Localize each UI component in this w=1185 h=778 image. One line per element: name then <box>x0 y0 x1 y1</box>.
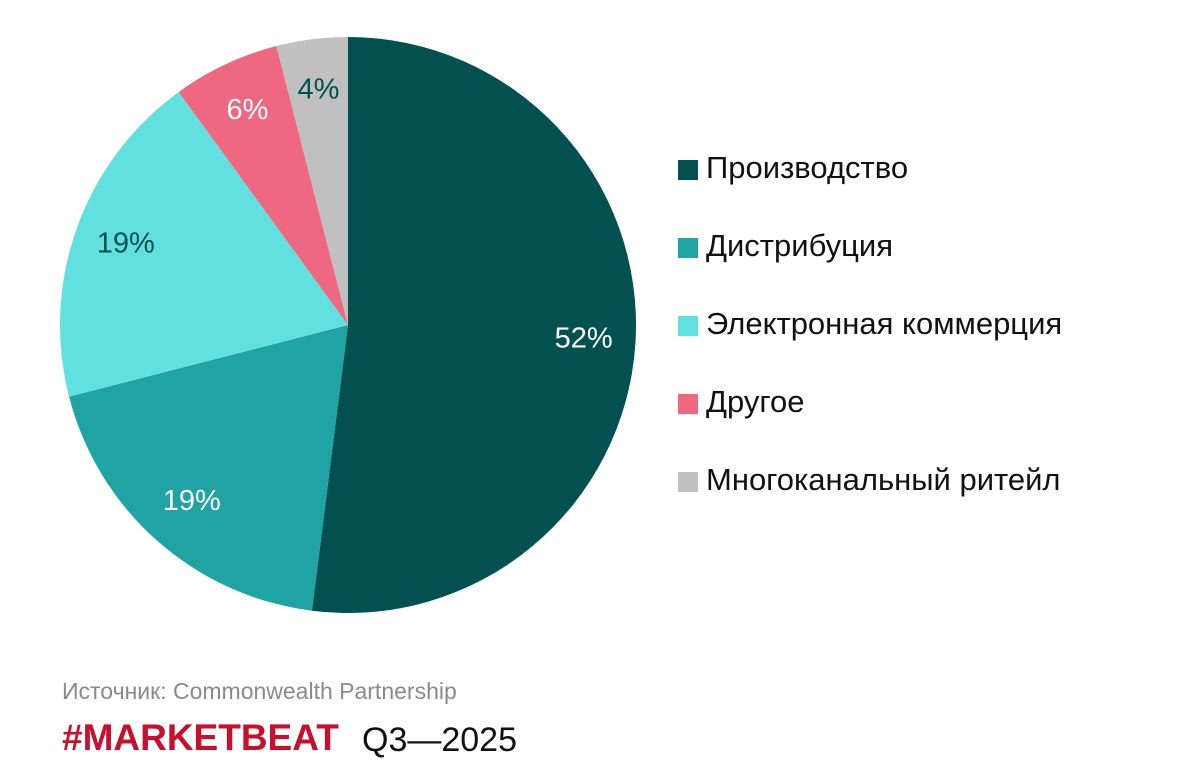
legend-label: Производство <box>706 150 908 185</box>
data-label: 19% <box>163 485 221 517</box>
legend-label: Дистрибуция <box>706 228 893 263</box>
legend-swatch <box>678 238 698 258</box>
legend-swatch <box>678 472 698 492</box>
data-label: 6% <box>226 94 268 126</box>
legend-swatch <box>678 394 698 414</box>
pie-slice <box>69 325 349 611</box>
legend-label: Другое <box>706 384 805 419</box>
pie-slice <box>276 37 348 325</box>
period: Q3—2025 <box>362 721 517 759</box>
legend-swatch <box>678 160 698 180</box>
pie-slice <box>178 46 348 326</box>
brand: #MARKETBEAT <box>62 717 339 758</box>
source-note: Источник: Commonwealth Partnership <box>62 678 457 704</box>
data-label: 19% <box>97 228 155 260</box>
pie-slice <box>311 37 636 613</box>
legend-swatch <box>678 316 698 336</box>
data-label: 52% <box>555 322 613 354</box>
legend-label: Электронная коммерция <box>706 306 1062 341</box>
data-label: 4% <box>297 73 339 105</box>
legend-label: Многоканальный ритейл <box>706 462 1061 497</box>
pie-slice <box>59 92 348 397</box>
